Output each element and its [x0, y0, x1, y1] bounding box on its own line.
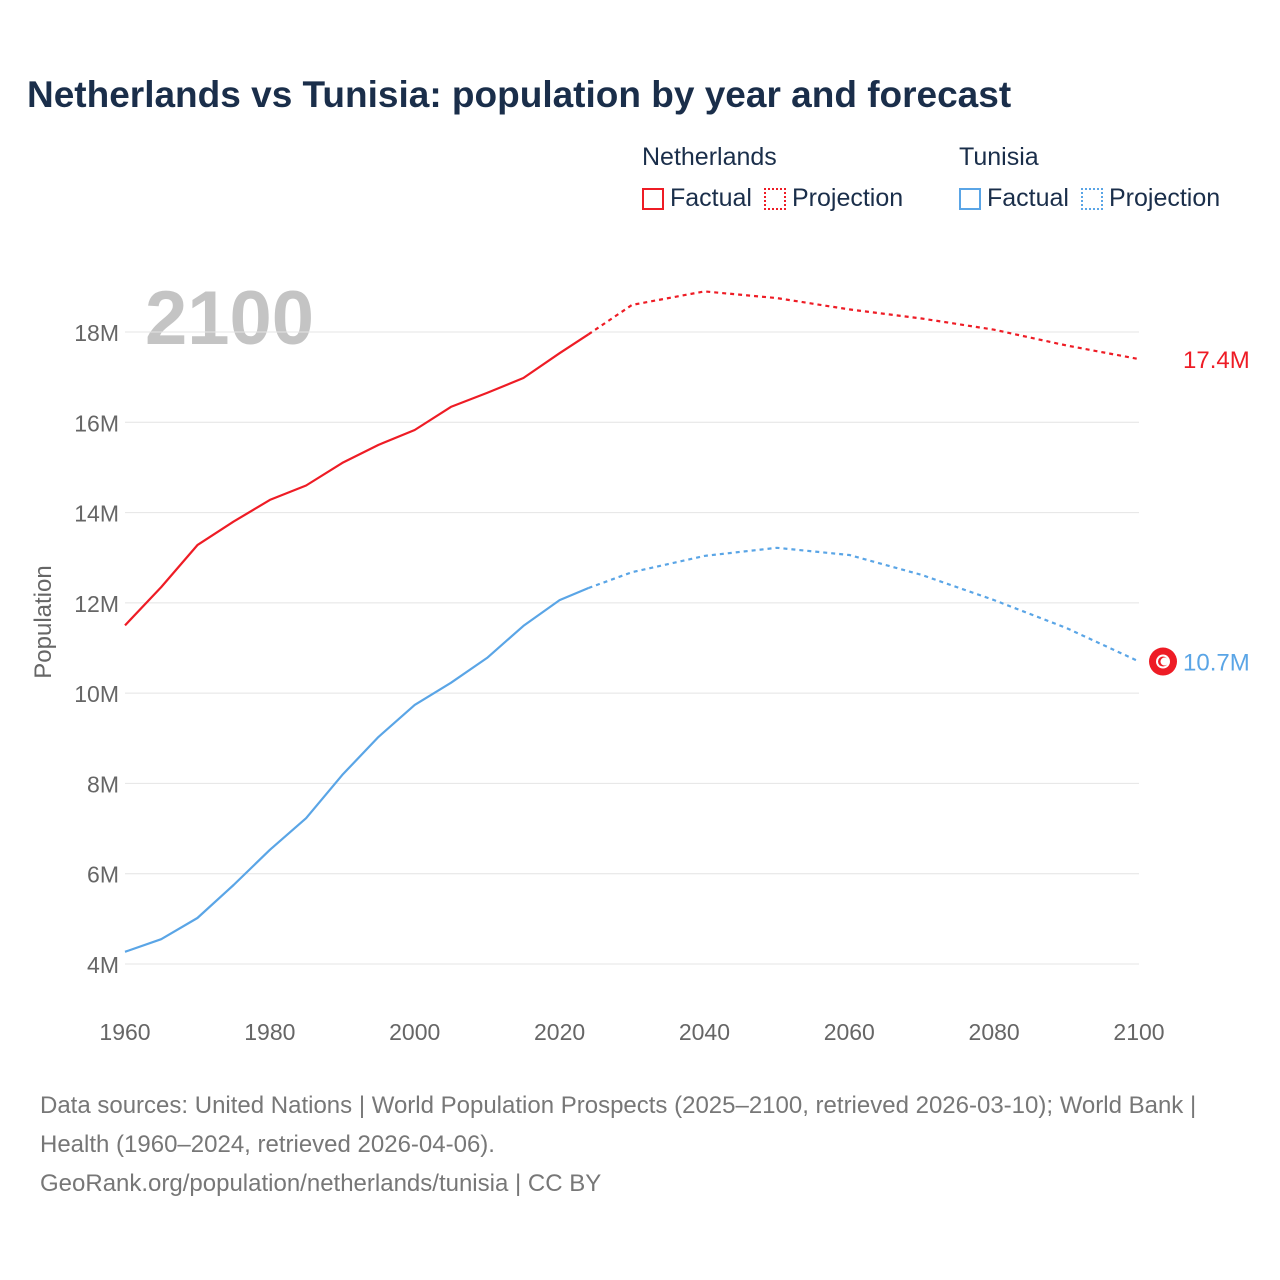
- source-link[interactable]: GeoRank.org/population/netherlands/tunis…: [40, 1170, 602, 1197]
- dotted-swatch-icon: [763, 187, 786, 210]
- legend-item-tunisia-factual[interactable]: Factual: [959, 184, 1069, 213]
- legend-tunisia: Factual Projection: [959, 184, 1220, 213]
- x-tick-label: 2020: [534, 1019, 585, 1045]
- x-tick-label: 2100: [1113, 1019, 1164, 1045]
- legend-item-netherlands-projection[interactable]: Projection: [763, 184, 904, 213]
- netherlands-end-label: 17.4M: [1183, 347, 1250, 374]
- x-tick-label: 1960: [99, 1019, 150, 1045]
- legend-group-tunisia: Tunisia: [959, 143, 1039, 171]
- tunisia-flag-icon: [1149, 647, 1177, 676]
- legend-label: Factual: [670, 184, 752, 212]
- y-tick-label: 10M: [74, 681, 119, 707]
- source-text: Data sources: United Nations | World Pop…: [40, 1092, 1197, 1158]
- y-tick-label: 18M: [74, 320, 119, 346]
- legend-item-tunisia-projection[interactable]: Projection: [1080, 184, 1221, 213]
- x-tick-label: 2080: [969, 1019, 1020, 1045]
- netherlands-factual-line: [124, 333, 590, 627]
- y-tick-label: 16M: [74, 410, 119, 436]
- netherlands-projection-line: [587, 290, 1140, 361]
- netherlands-flag-icon: [1149, 345, 1177, 373]
- x-tick-label: 1980: [244, 1019, 295, 1045]
- legend-item-netherlands-factual[interactable]: Factual: [642, 184, 752, 213]
- y-tick-label: 8M: [87, 771, 119, 797]
- legend-label: Factual: [987, 184, 1069, 212]
- x-tick-label: 2000: [389, 1019, 440, 1045]
- dotted-swatch-icon: [1080, 187, 1103, 210]
- source-note: Data sources: United Nations | World Pop…: [40, 1086, 1240, 1203]
- year-watermark: 2100: [145, 276, 314, 361]
- x-tick-label: 2060: [824, 1019, 875, 1045]
- solid-swatch-icon: [642, 187, 664, 210]
- x-tick-label: 2040: [679, 1019, 730, 1045]
- tunisia-end-label: 10.7M: [1183, 650, 1250, 677]
- chart-title: Netherlands vs Tunisia: population by ye…: [27, 74, 1012, 115]
- y-tick-label: 14M: [74, 501, 119, 527]
- tunisia-projection-line: [588, 546, 1140, 663]
- tunisia-factual-line: [124, 586, 589, 953]
- legend-netherlands: Factual Projection: [642, 184, 903, 213]
- y-tick-label: 6M: [87, 862, 119, 888]
- y-axis-label: Population: [30, 565, 57, 678]
- line-chart: 2100 4M 6M 8M 10M 12M 14M 16M 18M 1960 1980 2000 20…: [30, 276, 1250, 1045]
- y-tick-label: 4M: [87, 952, 119, 978]
- y-tick-label: 12M: [74, 591, 119, 617]
- legend-label: Projection: [791, 184, 904, 212]
- legend-group-netherlands: Netherlands: [642, 143, 777, 171]
- legend-label: Projection: [1108, 184, 1221, 212]
- solid-swatch-icon: [959, 187, 981, 210]
